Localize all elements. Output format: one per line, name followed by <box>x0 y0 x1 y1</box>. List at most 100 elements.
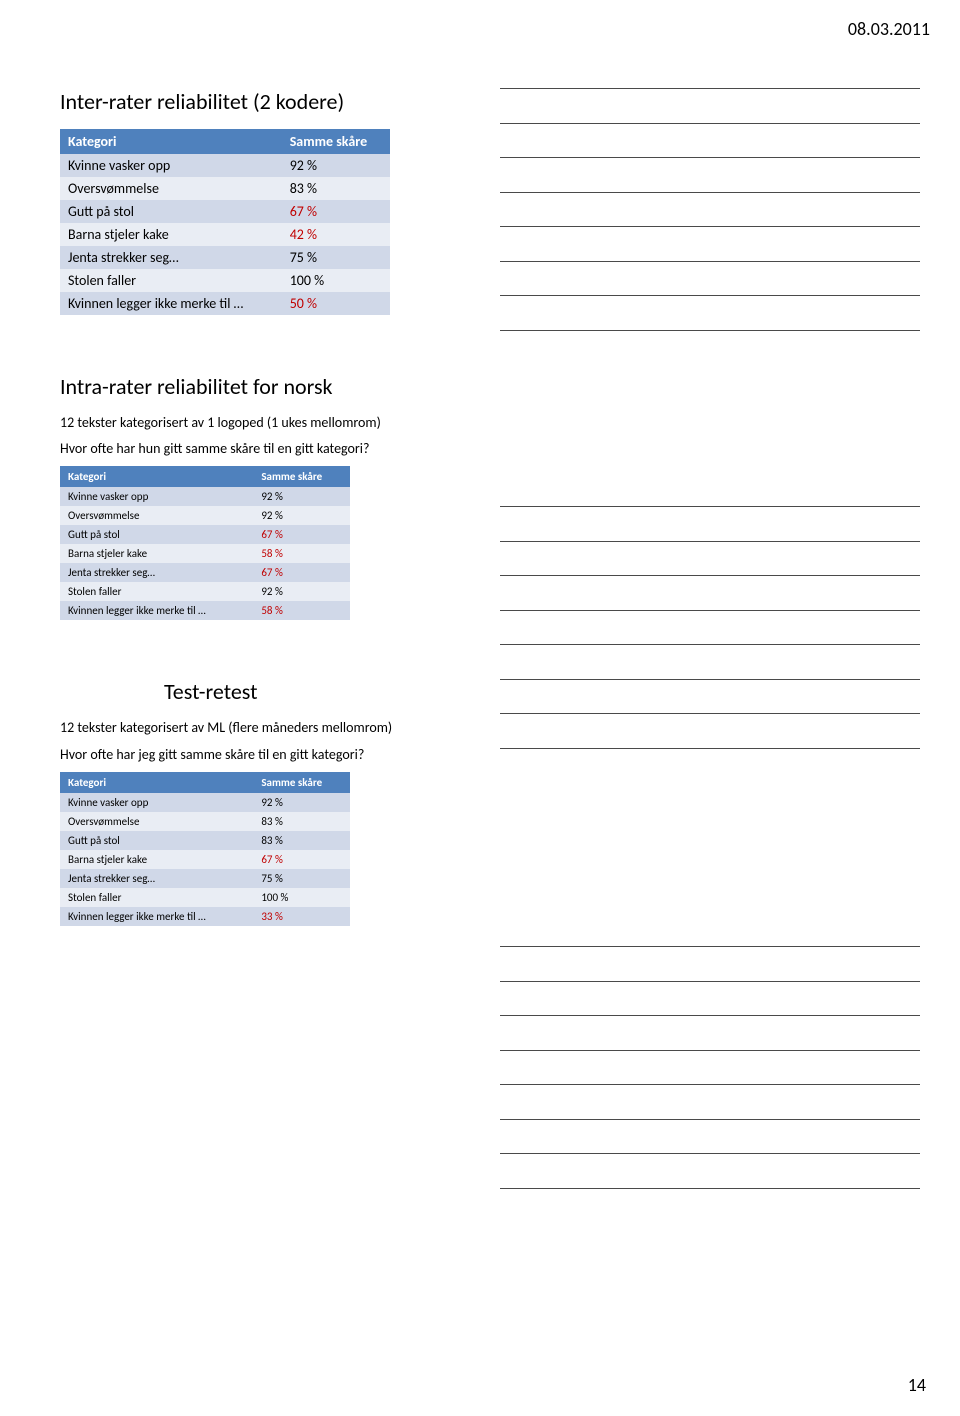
table-row: Gutt på stol67 % <box>60 525 350 544</box>
row-value: 83 % <box>253 831 350 850</box>
notes-block <box>500 946 920 1236</box>
column-header: Samme skåre <box>253 466 350 487</box>
note-line <box>500 1015 920 1016</box>
row-value: 75 % <box>282 246 390 269</box>
table-row: Gutt på stol67 % <box>60 200 390 223</box>
table-row: Barna stjeler kake58 % <box>60 544 350 563</box>
table-row: Barna stjeler kake42 % <box>60 223 390 246</box>
column-header: Samme skåre <box>253 772 350 793</box>
row-value: 50 % <box>282 292 390 315</box>
data-table: KategoriSamme skåreKvinne vasker opp92 %… <box>60 466 350 620</box>
section-title: Inter-rater reliabilitet (2 kodere) <box>60 88 470 115</box>
notes-block <box>500 506 920 796</box>
row-value: 67 % <box>282 200 390 223</box>
table-row: Stolen faller100 % <box>60 269 390 292</box>
table-row: Oversvømmelse92 % <box>60 506 350 525</box>
note-line <box>500 261 920 262</box>
column-header: Kategori <box>60 466 253 487</box>
row-value: 92 % <box>253 487 350 506</box>
row-value: 67 % <box>253 563 350 582</box>
note-line <box>500 575 920 576</box>
notes-column <box>500 88 920 1386</box>
note-line <box>500 1119 920 1120</box>
row-label: Stolen faller <box>60 269 282 292</box>
row-label: Gutt på stol <box>60 525 253 544</box>
note-line <box>500 981 920 982</box>
note-line <box>500 1050 920 1051</box>
note-line <box>500 679 920 680</box>
row-value: 92 % <box>282 154 390 177</box>
row-value: 92 % <box>253 506 350 525</box>
column-header: Samme skåre <box>282 129 390 154</box>
table-row: Kvinne vasker opp92 % <box>60 487 350 506</box>
note-line <box>500 748 920 749</box>
row-value: 83 % <box>282 177 390 200</box>
table-row: Kvinnen legger ikke merke til …50 % <box>60 292 390 315</box>
row-label: Jenta strekker seg… <box>60 246 282 269</box>
row-label: Kvinnen legger ikke merke til … <box>60 601 253 620</box>
table-row: Kvinnen legger ikke merke til …33 % <box>60 907 350 926</box>
section-subtext: 12 tekster kategorisert av ML (flere mån… <box>60 719 470 737</box>
row-label: Jenta strekker seg… <box>60 563 253 582</box>
table-row: Jenta strekker seg…67 % <box>60 563 350 582</box>
section-subtext: Hvor ofte har hun gitt samme skåre til e… <box>60 440 470 458</box>
row-label: Barna stjeler kake <box>60 850 253 869</box>
row-label: Gutt på stol <box>60 200 282 223</box>
row-label: Jenta strekker seg… <box>60 869 253 888</box>
section-subtext: Hvor ofte har jeg gitt samme skåre til e… <box>60 746 470 764</box>
row-value: 58 % <box>253 544 350 563</box>
note-line <box>500 506 920 507</box>
row-label: Oversvømmelse <box>60 177 282 200</box>
note-line <box>500 1188 920 1189</box>
row-label: Stolen faller <box>60 888 253 907</box>
row-label: Oversvømmelse <box>60 506 253 525</box>
note-line <box>500 88 920 89</box>
note-line <box>500 295 920 296</box>
row-label: Kvinnen legger ikke merke til … <box>60 907 253 926</box>
row-value: 92 % <box>253 793 350 812</box>
note-line <box>500 330 920 331</box>
row-value: 92 % <box>253 582 350 601</box>
row-value: 67 % <box>253 850 350 869</box>
row-label: Gutt på stol <box>60 831 253 850</box>
note-line <box>500 644 920 645</box>
table-row: Kvinne vasker opp92 % <box>60 154 390 177</box>
note-line <box>500 541 920 542</box>
note-line <box>500 226 920 227</box>
row-value: 75 % <box>253 869 350 888</box>
row-value: 42 % <box>282 223 390 246</box>
table-row: Barna stjeler kake67 % <box>60 850 350 869</box>
row-label: Oversvømmelse <box>60 812 253 831</box>
table-row: Jenta strekker seg…75 % <box>60 869 350 888</box>
row-value: 67 % <box>253 525 350 544</box>
row-label: Stolen faller <box>60 582 253 601</box>
section-title: Test-retest <box>60 678 470 705</box>
note-line <box>500 157 920 158</box>
row-value: 33 % <box>253 907 350 926</box>
column-header: Kategori <box>60 772 253 793</box>
row-value: 100 % <box>253 888 350 907</box>
table-row: Oversvømmelse83 % <box>60 812 350 831</box>
note-line <box>500 123 920 124</box>
row-label: Barna stjeler kake <box>60 544 253 563</box>
note-line <box>500 1153 920 1154</box>
section: Inter-rater reliabilitet (2 kodere) Kateg… <box>60 88 470 315</box>
row-value: 83 % <box>253 812 350 831</box>
table-row: Jenta strekker seg…75 % <box>60 246 390 269</box>
section-title: Intra-rater reliabilitet for norsk <box>60 373 470 400</box>
column-header: Kategori <box>60 129 282 154</box>
content-column: Inter-rater reliabilitet (2 kodere) Kateg… <box>60 88 470 984</box>
row-label: Kvinne vasker opp <box>60 793 253 812</box>
table-row: Oversvømmelse83 % <box>60 177 390 200</box>
table-row: Stolen faller100 % <box>60 888 350 907</box>
table-row: Kvinnen legger ikke merke til …58 % <box>60 601 350 620</box>
note-line <box>500 713 920 714</box>
note-line <box>500 192 920 193</box>
table-row: Stolen faller92 % <box>60 582 350 601</box>
notes-block <box>500 88 920 356</box>
row-label: Kvinnen legger ikke merke til … <box>60 292 282 315</box>
table-row: Kvinne vasker opp92 % <box>60 793 350 812</box>
row-value: 100 % <box>282 269 390 292</box>
table-row: Gutt på stol83 % <box>60 831 350 850</box>
note-line <box>500 946 920 947</box>
